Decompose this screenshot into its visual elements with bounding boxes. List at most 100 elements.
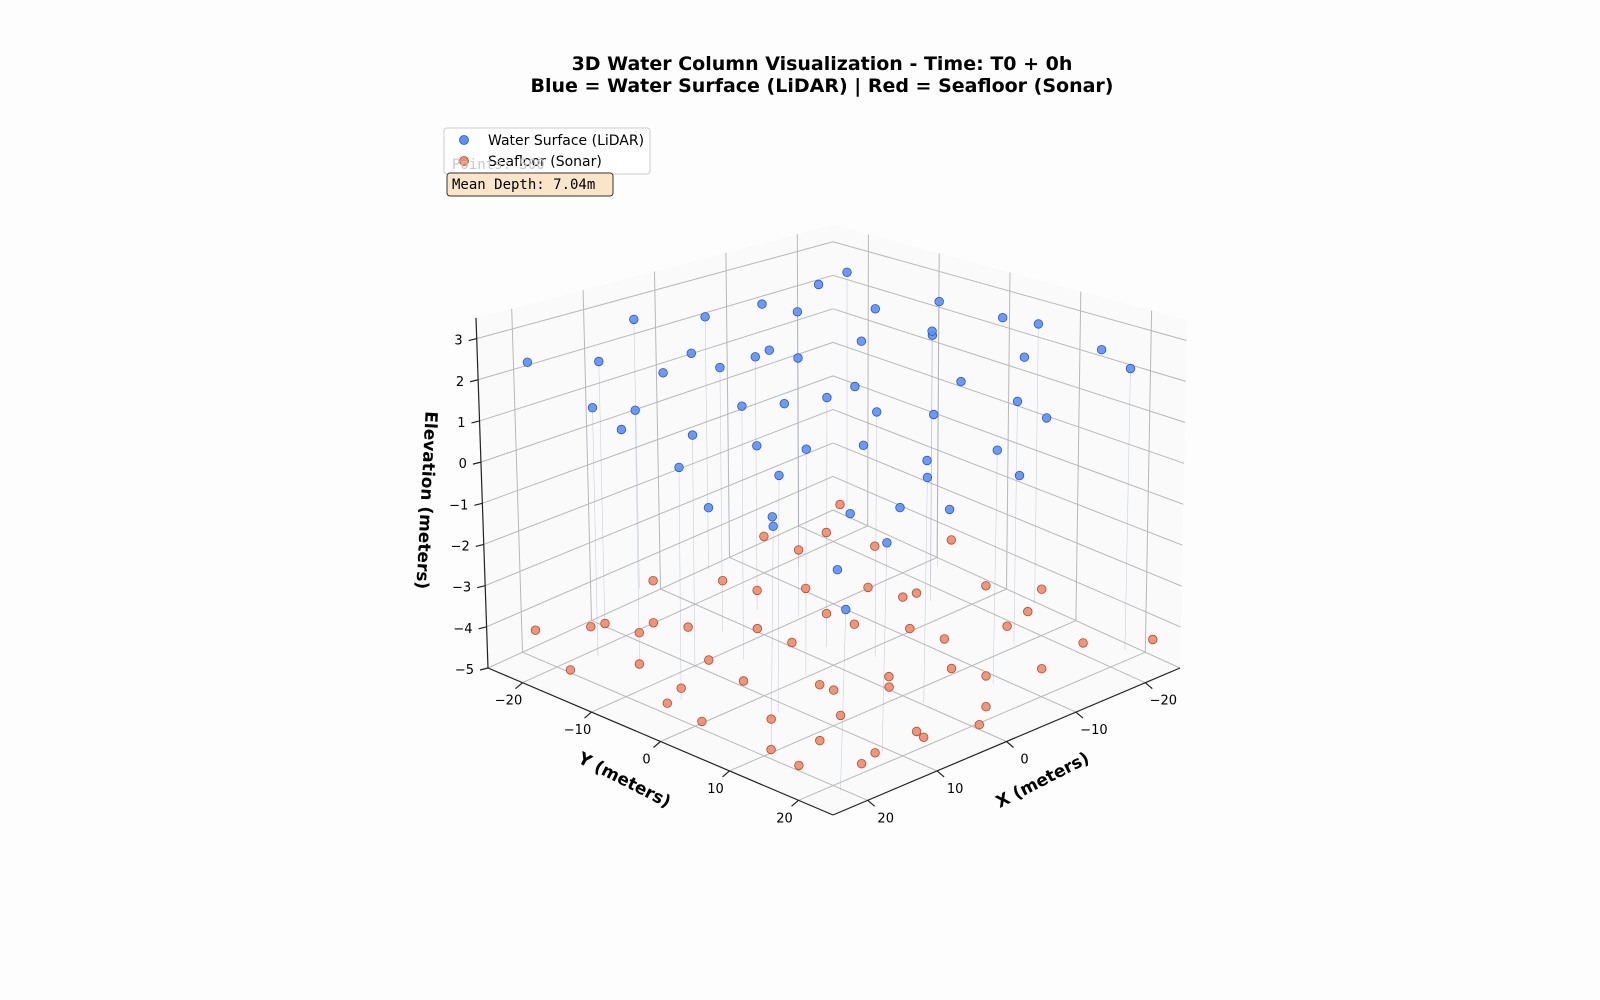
depth-stem-6 — [1124, 368, 1131, 650]
seafloor-point-41 — [766, 744, 776, 755]
z-tick-mark-0 — [468, 338, 477, 342]
seafloor-point-4 — [1036, 584, 1047, 594]
stats-box: Points: 500 Mean Depth: 7.04m — [446, 157, 614, 197]
seafloor-point-51 — [676, 683, 686, 693]
left-back-pane — [476, 225, 833, 668]
seafloor-point-14 — [717, 576, 728, 586]
stats-ghost-text: Points: 500 — [452, 157, 545, 173]
seafloor-point-10 — [898, 592, 908, 602]
depth-stem-16 — [797, 358, 800, 617]
seafloor-point-6 — [1148, 634, 1158, 645]
seafloor-point-18 — [884, 671, 894, 682]
seafloor-point-1 — [870, 541, 880, 551]
seafloor-point-50 — [829, 685, 839, 695]
legend-label-seafloor: Seafloor (Sonar) — [488, 154, 602, 170]
surface-point-48 — [750, 352, 761, 362]
seafloor-point-31 — [704, 655, 714, 665]
depth-stem-18 — [874, 411, 878, 657]
seafloor-point-11 — [939, 634, 950, 644]
seafloor-point-32 — [738, 676, 749, 686]
seafloor-point-27 — [911, 726, 922, 737]
x-tick-mark-4 — [791, 799, 799, 807]
surface-point-4 — [1033, 319, 1044, 329]
seafloor-point-3 — [981, 581, 991, 591]
z-tick-label-8: −5 — [455, 663, 474, 678]
surface-point-42 — [768, 521, 778, 532]
surface-point-33 — [752, 441, 762, 451]
surface-point-37 — [522, 357, 533, 368]
seafloor-point-44 — [821, 527, 832, 538]
seafloor-point-13 — [1036, 664, 1047, 674]
surface-point-35 — [845, 509, 855, 519]
seafloor-point-2 — [946, 535, 957, 545]
z-tick-mark-4 — [474, 502, 483, 506]
seafloor-point-52 — [815, 735, 825, 746]
seafloor-point-33 — [766, 714, 776, 724]
seafloor-point-37 — [565, 665, 576, 675]
seafloor-point-5 — [1078, 638, 1088, 648]
seafloor-point-7 — [759, 531, 769, 542]
y-tick-mark-0 — [1144, 682, 1153, 690]
x-tick-label-3: 10 — [707, 782, 724, 797]
y-tick-label-0: −20 — [1150, 694, 1177, 709]
x-tick-mark-3 — [722, 770, 730, 778]
x-tick-mark-2 — [653, 741, 661, 748]
depth-stem-20 — [992, 450, 998, 685]
seafloor-point-24 — [787, 637, 797, 648]
seafloor-point-8 — [793, 545, 804, 555]
legend-marker-surface — [459, 135, 469, 145]
seafloor-point-40 — [697, 716, 707, 727]
z-axis-label: Elevation (meters) — [411, 411, 440, 590]
seafloor-point-19 — [946, 663, 957, 674]
y-tick-label-3: 10 — [947, 782, 964, 797]
surface-point-44 — [841, 604, 851, 615]
x-tick-mark-1 — [584, 711, 592, 719]
depth-stem-4 — [1034, 323, 1039, 604]
y-tick-mark-2 — [1006, 741, 1014, 748]
y-grid-floor-1 — [729, 556, 1077, 713]
z-tick-label-6: −3 — [452, 581, 471, 596]
seafloor-point-48 — [981, 671, 991, 681]
surface-point-11 — [956, 376, 966, 387]
z-tick-mark-8 — [479, 667, 489, 671]
seafloor-point-47 — [801, 583, 811, 594]
seafloor-point-29 — [600, 618, 610, 629]
seafloor-point-39 — [662, 698, 673, 708]
depth-stem-2 — [937, 301, 940, 567]
surface-point-40 — [674, 462, 684, 473]
seafloor-point-15 — [752, 585, 762, 596]
seafloor-point-43 — [856, 759, 867, 769]
depth-stem-38 — [592, 407, 599, 657]
depth-stem-34 — [777, 475, 780, 713]
z-tick-mark-5 — [475, 543, 484, 548]
surface-point-19 — [929, 409, 939, 420]
seafloor-point-16 — [821, 608, 832, 619]
surface-point-46 — [927, 326, 937, 336]
surface-to-seafloor-lines — [592, 272, 1131, 791]
depth-stem-46 — [930, 331, 933, 583]
x-tick-label-0: −20 — [495, 694, 522, 709]
surface-point-51 — [895, 502, 905, 513]
z-tick-label-7: −4 — [453, 622, 472, 637]
surface-point-16 — [793, 353, 803, 363]
surface-point-54 — [822, 392, 832, 403]
z-tick-label-3: 0 — [459, 457, 467, 472]
seafloor-point-20 — [981, 702, 991, 712]
stats-box-background — [446, 172, 614, 197]
surface-point-12 — [1012, 396, 1023, 407]
surface-point-21 — [1014, 470, 1025, 481]
seafloor-point-17 — [849, 619, 860, 629]
seafloor-point-38 — [634, 659, 645, 669]
seafloor-point-21 — [648, 576, 658, 586]
y-tick-label-4: 20 — [877, 811, 894, 826]
y-tick-mark-3 — [936, 770, 945, 778]
x-grid-wall-0 — [867, 234, 869, 526]
x-axis-label: X (meters) — [993, 748, 1093, 812]
z-tick-label-1: 2 — [456, 375, 464, 390]
depth-stem-48 — [754, 356, 758, 611]
surface-point-27 — [858, 440, 869, 451]
depth-stem-12 — [1013, 401, 1018, 644]
legend: Water Surface (LiDAR) Seafloor (Sonar) — [443, 127, 651, 175]
seafloor-point-42 — [794, 760, 804, 771]
